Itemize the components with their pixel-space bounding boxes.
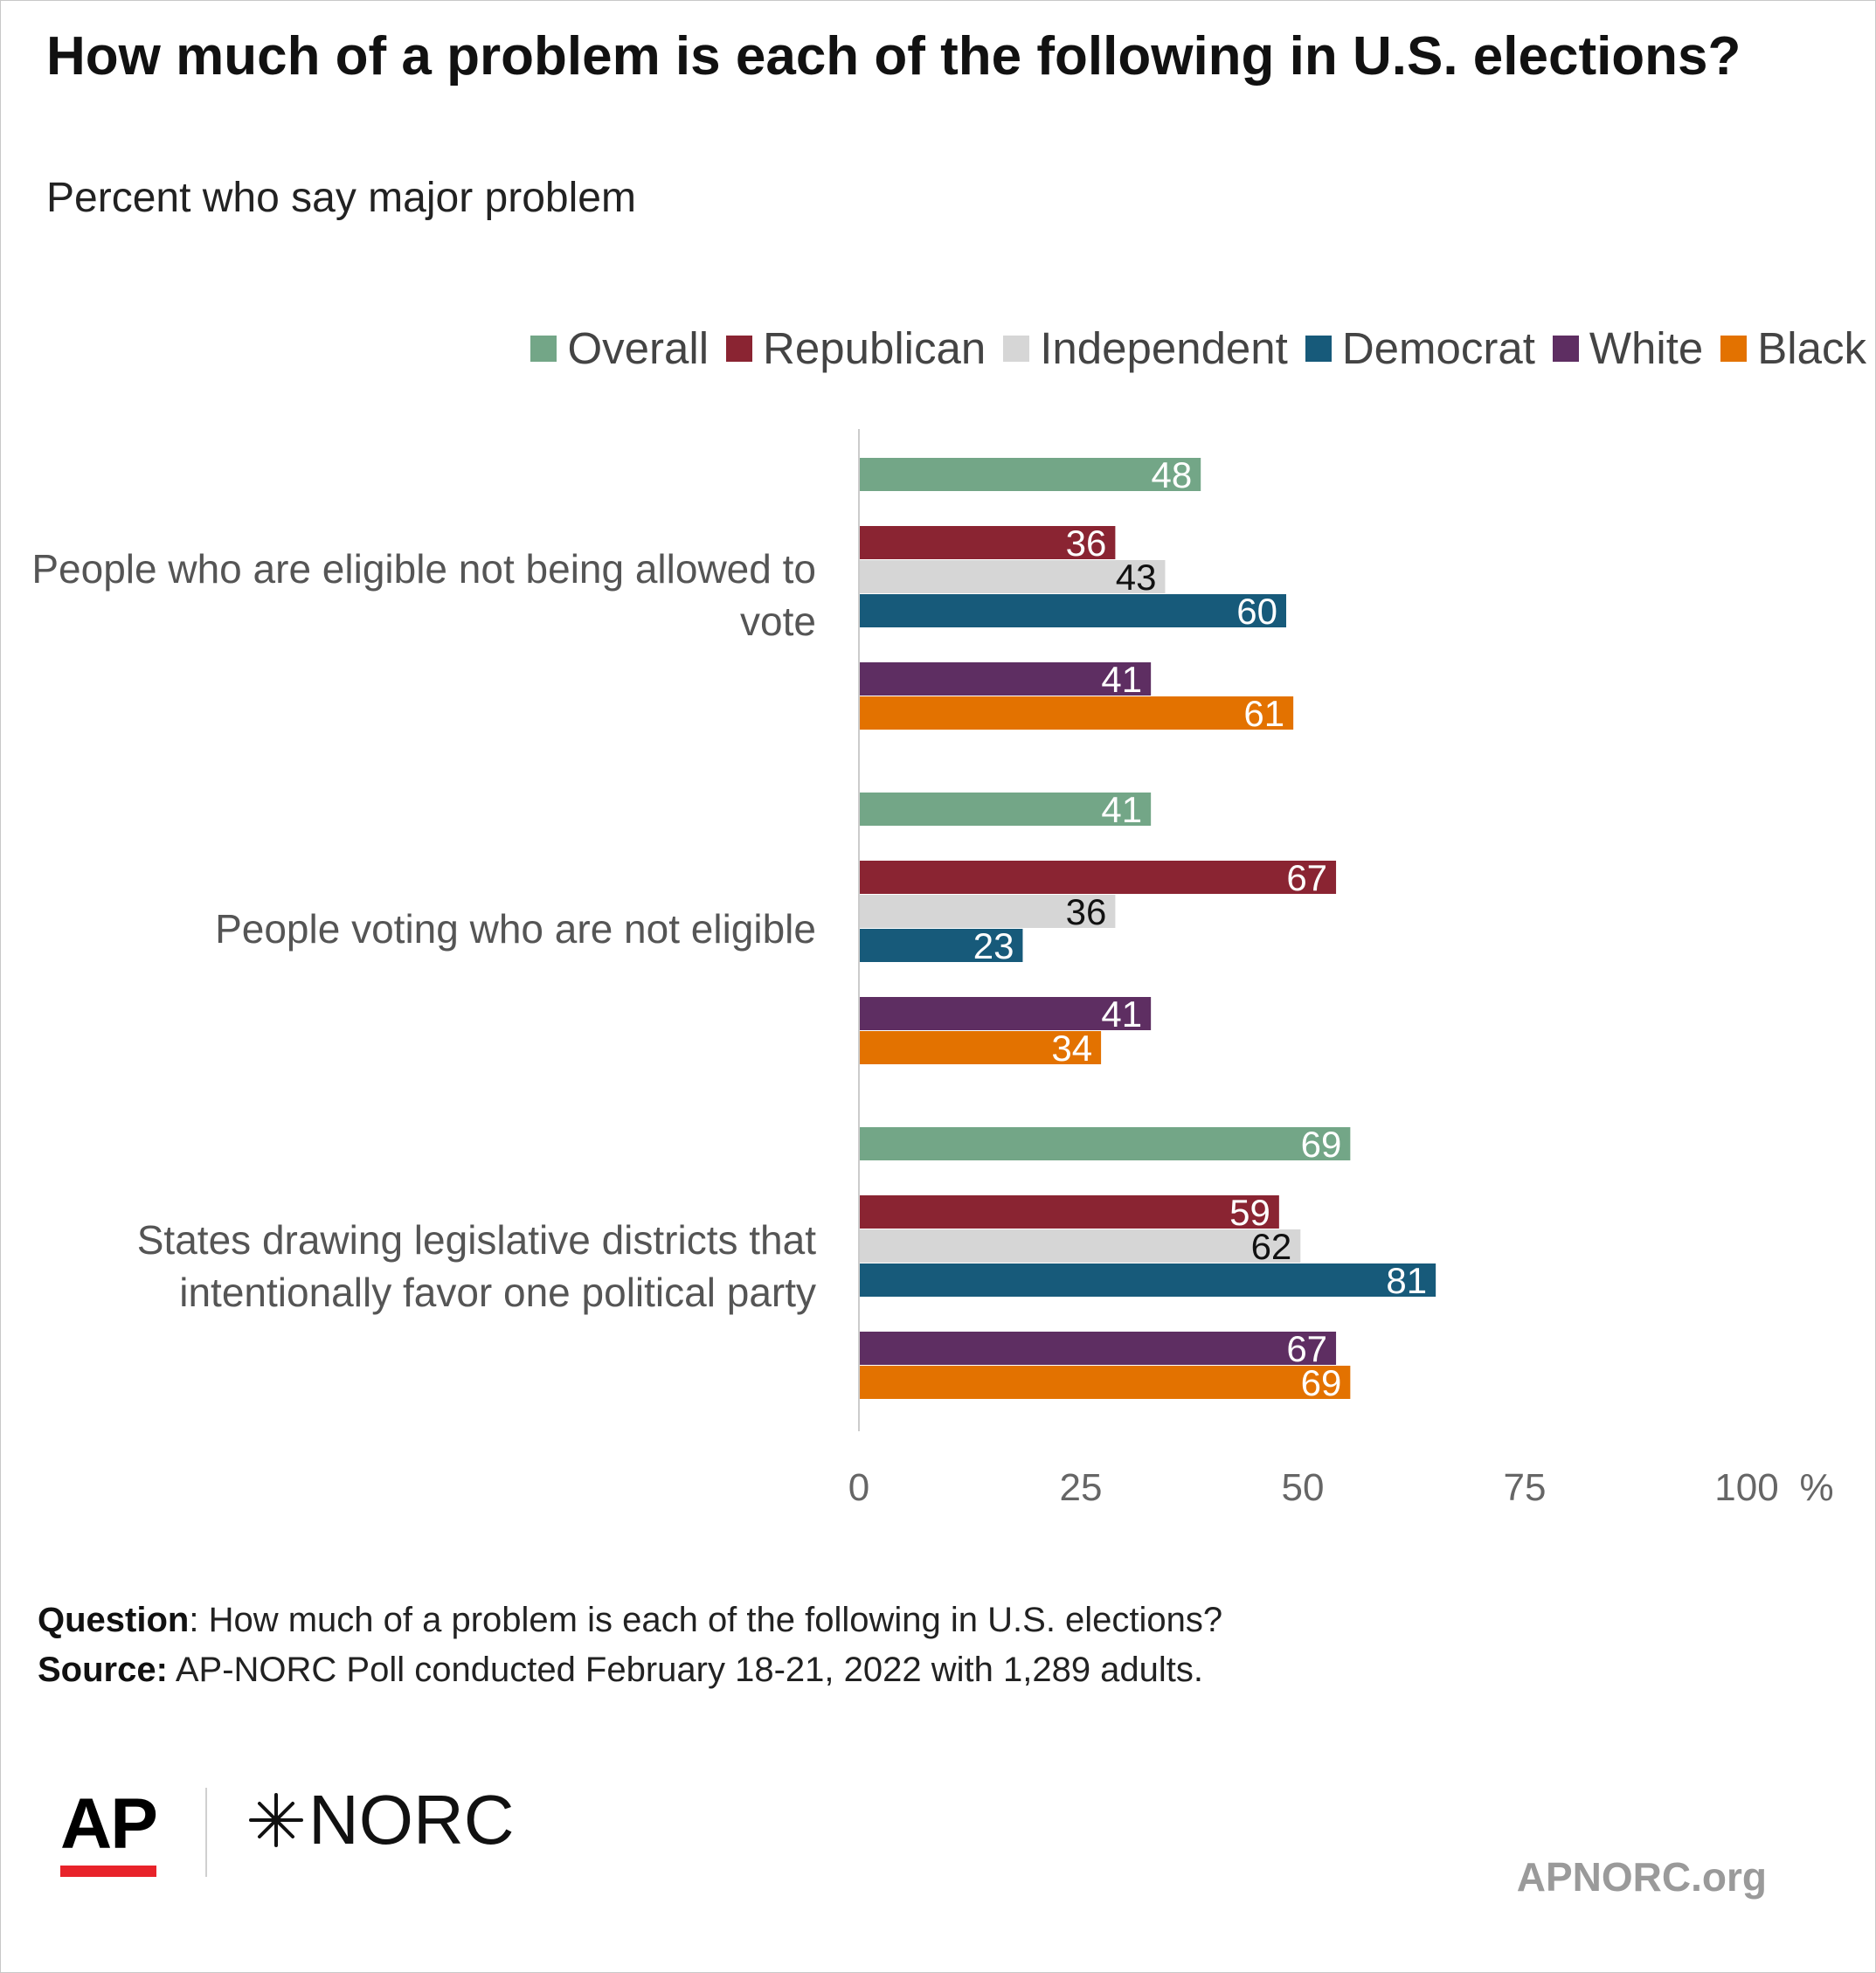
legend-item-democrat: Democrat xyxy=(1305,322,1535,374)
legend-swatch xyxy=(1003,335,1030,362)
bar-value-label: 48 xyxy=(1151,454,1192,495)
legend-label: White xyxy=(1589,323,1704,373)
source-label: Source: xyxy=(38,1651,168,1689)
bar-value-label: 41 xyxy=(1101,993,1142,1035)
x-tick-label: 0 xyxy=(848,1466,869,1509)
bar-value-label: 36 xyxy=(1066,891,1107,932)
site-url: APNORC.org xyxy=(1516,1854,1767,1900)
bar-independent xyxy=(859,1229,1301,1263)
logo-divider xyxy=(205,1788,207,1877)
x-tick-label: 25 xyxy=(1060,1466,1103,1509)
bar-republican xyxy=(859,861,1337,894)
bar-value-label: 41 xyxy=(1101,659,1142,700)
bar-value-label: 67 xyxy=(1286,857,1327,898)
question-label: Question xyxy=(38,1601,190,1639)
bar-independent xyxy=(859,895,1116,928)
bar-value-label: 67 xyxy=(1286,1328,1327,1369)
legend-item-black: Black xyxy=(1720,322,1866,374)
bar-overall xyxy=(859,793,1152,826)
bar-overall xyxy=(859,458,1201,491)
bar-value-label: 34 xyxy=(1051,1028,1092,1069)
bar-value-label: 81 xyxy=(1386,1260,1427,1301)
source-note: Source: AP-NORC Poll conducted February … xyxy=(38,1645,1222,1695)
legend-label: Independent xyxy=(1040,323,1288,373)
question-note: Question: How much of a problem is each … xyxy=(38,1596,1222,1645)
legend-swatch xyxy=(530,335,557,362)
bar-white xyxy=(859,662,1152,696)
norc-star-icon xyxy=(249,1793,303,1847)
bar-value-label: 41 xyxy=(1101,789,1142,830)
bar-value-label: 36 xyxy=(1066,523,1107,564)
chart-legend: Overall Republican Independent Democrat Whit… xyxy=(513,322,1866,374)
bar-overall xyxy=(859,1127,1351,1160)
question-text: : How much of a problem is each of the f… xyxy=(189,1601,1223,1639)
legend-item-overall: Overall xyxy=(530,322,709,374)
category-label: People voting who are not eligible xyxy=(215,906,816,952)
x-tick-label: 50 xyxy=(1282,1466,1325,1509)
bar-democrat xyxy=(859,594,1286,627)
legend-swatch xyxy=(1552,335,1579,362)
legend-label: Republican xyxy=(763,323,986,373)
bar-white xyxy=(859,997,1152,1030)
legend-item-independent: Independent xyxy=(1003,322,1288,374)
chart-notes: Question: How much of a problem is each … xyxy=(38,1596,1222,1695)
x-tick-label: 100 xyxy=(1714,1466,1778,1509)
norc-logo-text: NORC xyxy=(308,1781,515,1859)
norc-logo: NORC xyxy=(247,1780,515,1860)
legend-label: Overall xyxy=(567,323,710,373)
bar-value-label: 60 xyxy=(1236,591,1277,632)
legend-swatch xyxy=(726,335,753,362)
source-text: AP-NORC Poll conducted February 18-21, 2… xyxy=(167,1651,1204,1689)
x-tick-label: 75 xyxy=(1504,1466,1547,1509)
bar-value-label: 62 xyxy=(1251,1226,1292,1267)
bar-independent xyxy=(859,560,1166,593)
category-label: States drawing legislative districts tha… xyxy=(136,1217,816,1315)
bar-democrat xyxy=(859,1263,1436,1297)
legend-item-republican: Republican xyxy=(726,322,986,374)
bar-value-label: 43 xyxy=(1116,557,1157,598)
legend-label: Black xyxy=(1757,323,1866,373)
bar-value-label: 69 xyxy=(1301,1124,1342,1165)
category-label: People who are eligible not being allowe… xyxy=(31,546,816,644)
chart-subtitle: Percent who say major problem xyxy=(46,175,636,221)
bar-value-label: 61 xyxy=(1243,693,1284,734)
ap-logo-underline xyxy=(60,1866,156,1877)
legend-item-white: White xyxy=(1552,322,1704,374)
chart-title: How much of a problem is each of the fol… xyxy=(46,26,1741,87)
bar-republican xyxy=(859,526,1116,559)
x-axis-unit: % xyxy=(1799,1466,1833,1509)
legend-label: Democrat xyxy=(1341,323,1535,373)
bar-black xyxy=(859,696,1294,730)
bar-value-label: 23 xyxy=(973,925,1014,966)
bar-black xyxy=(859,1366,1351,1399)
legend-swatch xyxy=(1720,335,1748,362)
bar-value-label: 59 xyxy=(1229,1192,1270,1233)
legend-swatch xyxy=(1305,335,1332,362)
bar-black xyxy=(859,1031,1102,1064)
bar-white xyxy=(859,1332,1337,1365)
bar-value-label: 69 xyxy=(1301,1362,1342,1403)
bar-republican xyxy=(859,1195,1279,1229)
bar-democrat xyxy=(859,929,1023,962)
ap-logo: AP xyxy=(60,1784,158,1864)
